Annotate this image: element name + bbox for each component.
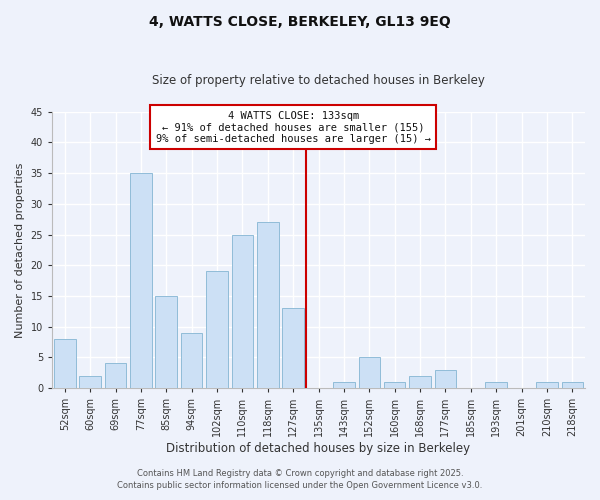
Bar (384, 382, 406, 388)
X-axis label: Distribution of detached houses by size in Berkeley: Distribution of detached houses by size … (166, 442, 470, 455)
Y-axis label: Number of detached properties: Number of detached properties (15, 162, 25, 338)
Text: 4, WATTS CLOSE, BERKELEY, GL13 9EQ: 4, WATTS CLOSE, BERKELEY, GL13 9EQ (149, 15, 451, 29)
Bar (562, 382, 583, 388)
Bar (232, 234, 253, 388)
Bar (206, 272, 228, 388)
Bar (155, 296, 177, 388)
Bar (333, 382, 355, 388)
Bar (54, 339, 76, 388)
Text: Contains HM Land Registry data © Crown copyright and database right 2025.
Contai: Contains HM Land Registry data © Crown c… (118, 468, 482, 490)
Bar (283, 308, 304, 388)
Bar (409, 376, 431, 388)
Bar (257, 222, 278, 388)
Bar (105, 364, 127, 388)
Title: Size of property relative to detached houses in Berkeley: Size of property relative to detached ho… (152, 74, 485, 87)
Bar (485, 382, 507, 388)
Text: 4 WATTS CLOSE: 133sqm
← 91% of detached houses are smaller (155)
9% of semi-deta: 4 WATTS CLOSE: 133sqm ← 91% of detached … (155, 110, 431, 144)
Bar (181, 333, 202, 388)
Bar (79, 376, 101, 388)
Bar (434, 370, 456, 388)
Bar (536, 382, 558, 388)
Bar (359, 358, 380, 388)
Bar (130, 173, 152, 388)
